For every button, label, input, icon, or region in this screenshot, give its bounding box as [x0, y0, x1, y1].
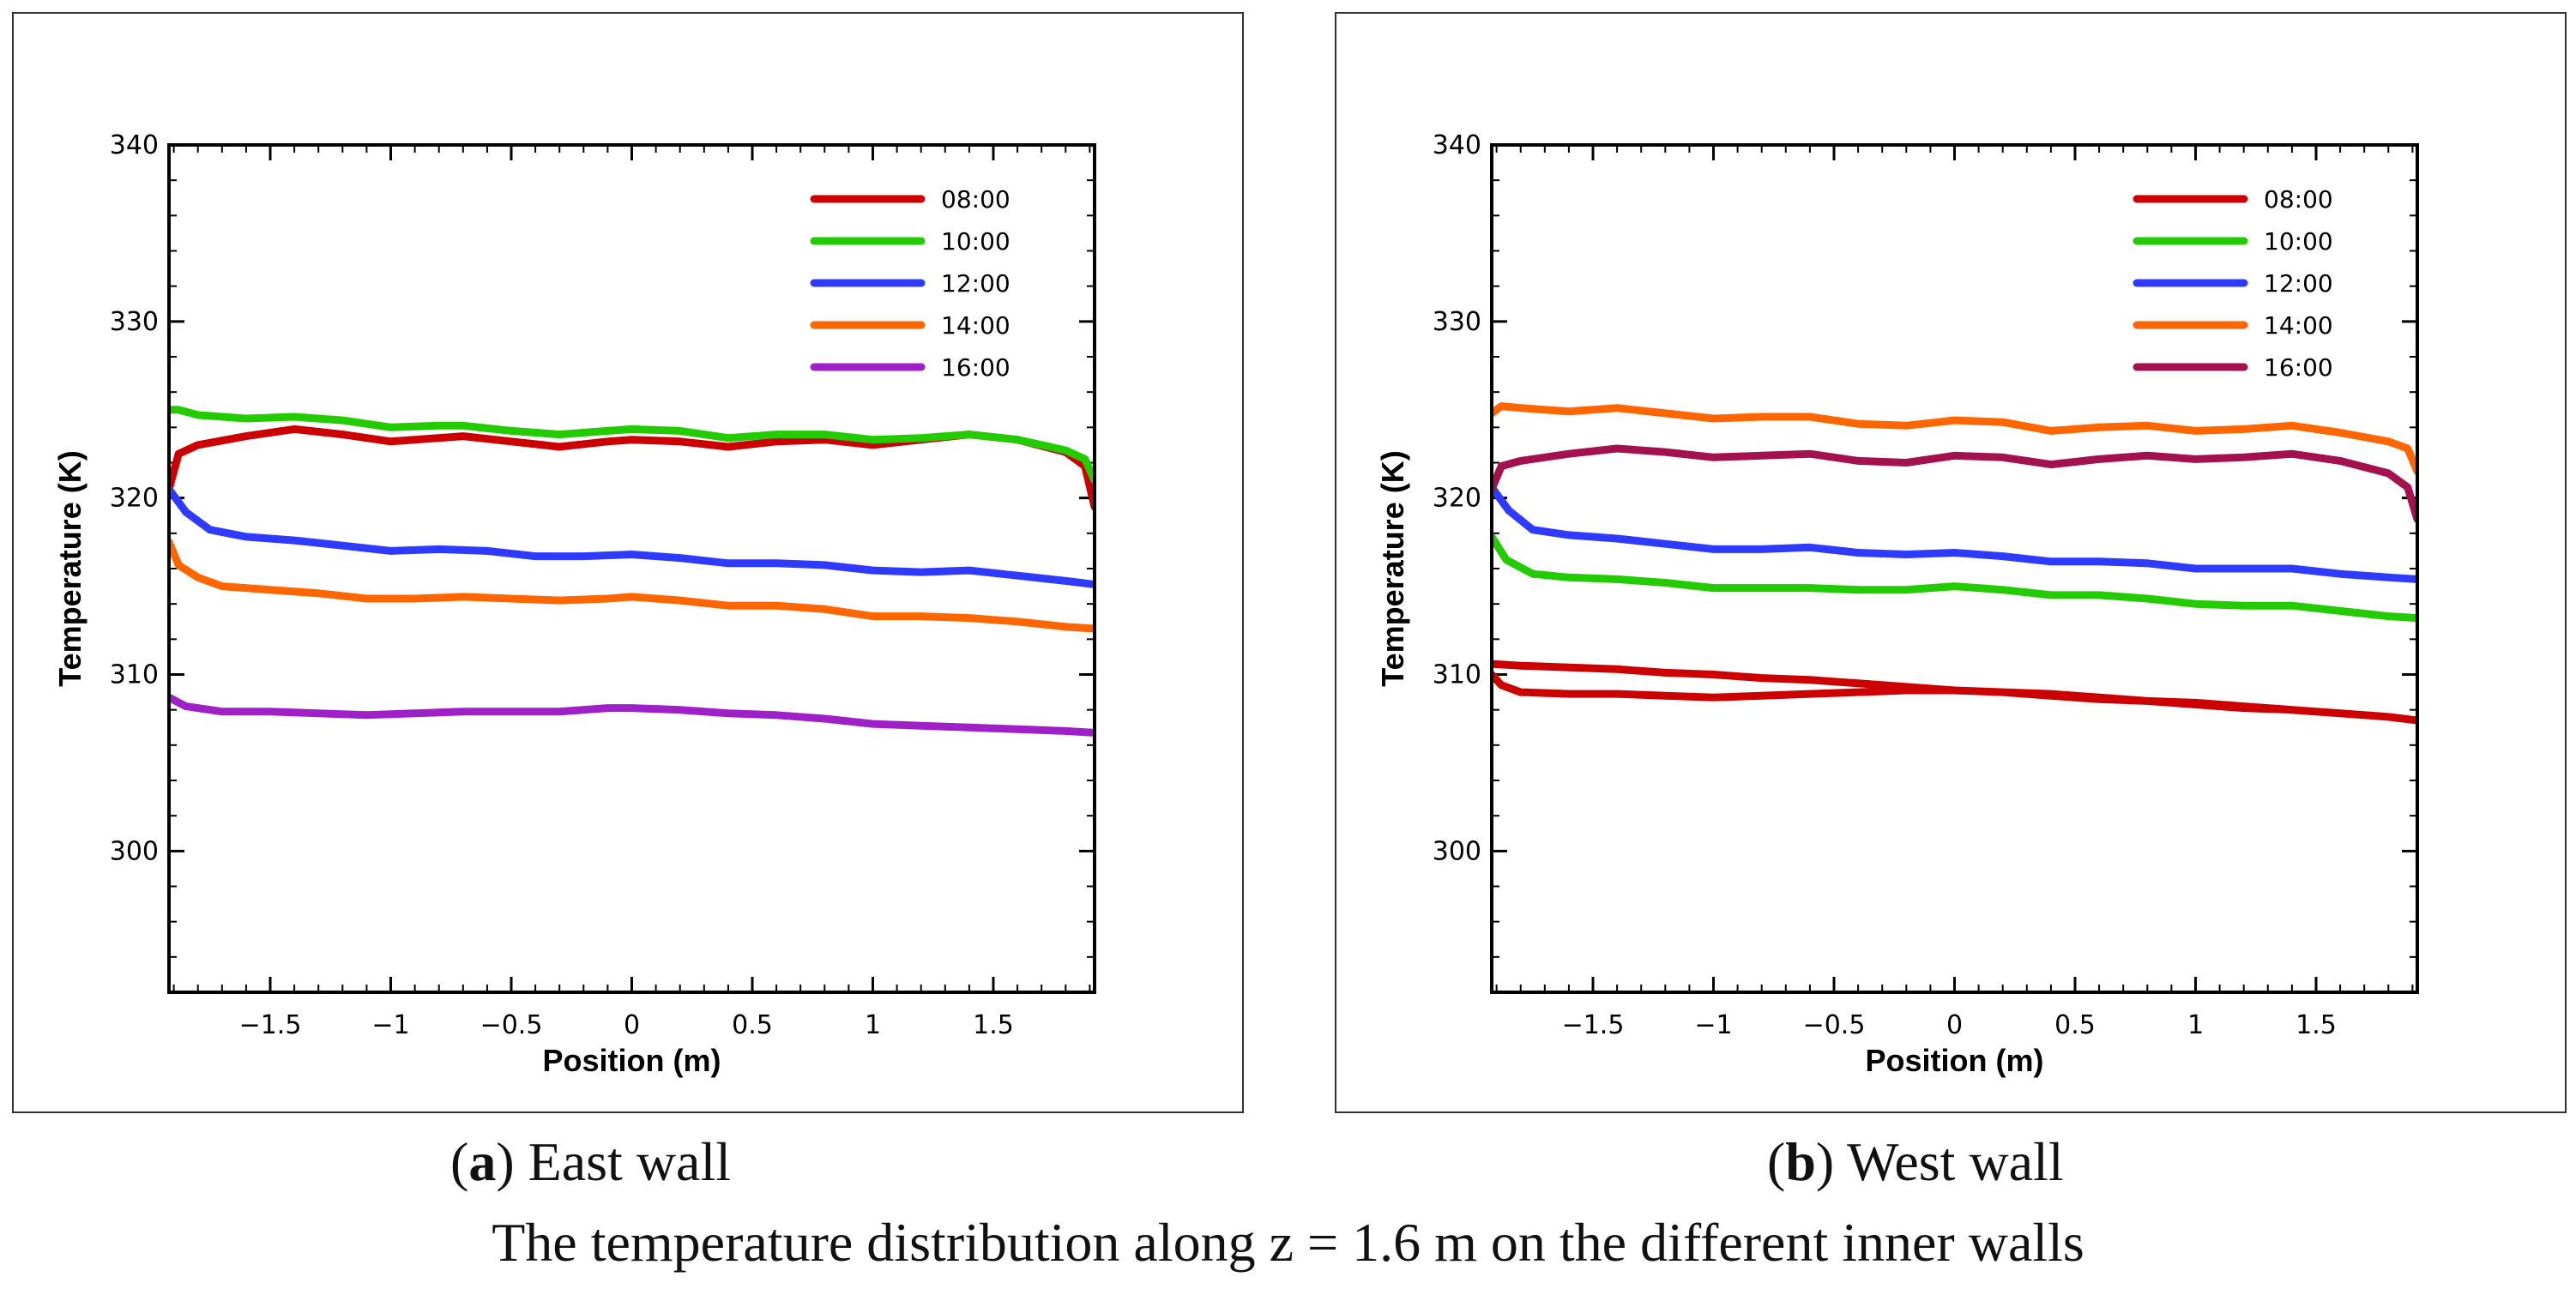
x-tick-label: 0: [1946, 1010, 1963, 1040]
plot-frame: [167, 143, 1096, 994]
x-tick-label: −1: [1694, 1010, 1732, 1040]
x-tick-label: −0.5: [1803, 1010, 1866, 1040]
x-tick-label: 0: [624, 1010, 640, 1040]
legend-label: 16:00: [2264, 353, 2333, 382]
series-line-0800: [1492, 660, 2417, 725]
caption-b-name: West wall: [1847, 1131, 2064, 1192]
series-line-1400: [169, 538, 1095, 633]
legend-label: 12:00: [941, 269, 1010, 298]
x-tick-label: −0.5: [480, 1010, 543, 1040]
series-line-1400: [1492, 402, 2417, 476]
caption-a-name: East wall: [528, 1131, 731, 1192]
series-line-1600: [1492, 444, 2417, 523]
legend-label: 10:00: [2264, 227, 2333, 256]
y-tick-label: 300: [1433, 836, 1481, 866]
x-axis-title: Position (m): [543, 1043, 721, 1078]
legend-label: 16:00: [941, 353, 1010, 382]
y-axis-title: Temperature (K): [52, 450, 87, 686]
west-wall-chart: 300 310 320 330 340 −1.5 −1 −0.5 0 0.5 1 1.5 Positio…: [1375, 130, 2419, 1078]
y-axis-title: Temperature (K): [1375, 450, 1410, 686]
x-tick-label: 1.5: [2295, 1010, 2337, 1040]
panel-a-frame: [12, 12, 1244, 1113]
series-line-1000: [169, 406, 1095, 485]
series-line-1600: [169, 693, 1095, 737]
series-line-0800: [169, 425, 1095, 511]
series-line-1000: [1492, 533, 2417, 623]
caption-panel-b: (b) West wall: [1767, 1131, 2064, 1192]
legend-label: 10:00: [941, 227, 1010, 256]
y-tick-label: 330: [110, 307, 159, 337]
legend-label: 14:00: [2264, 311, 2333, 340]
panel-b-frame: [1335, 12, 2567, 1113]
x-tick-label: −1.5: [239, 1010, 302, 1040]
x-tick-label: −1: [371, 1010, 409, 1040]
y-tick-label: 300: [110, 836, 159, 866]
figure-caption: The temperature distribution along z = 1…: [492, 1212, 2084, 1273]
plot-frame: [1490, 143, 2419, 994]
y-tick-label: 320: [1433, 484, 1481, 514]
y-tick-label: 310: [110, 660, 159, 690]
x-axis-title: Position (m): [1866, 1043, 2044, 1078]
legend-label: 08:00: [941, 185, 1010, 214]
y-tick-label: 340: [1433, 130, 1481, 160]
y-tick-label: 320: [110, 484, 159, 514]
series-line-1200: [169, 485, 1095, 588]
caption-b-letter: b: [1785, 1131, 1816, 1192]
x-tick-label: 1.5: [973, 1010, 1014, 1040]
x-tick-label: 0.5: [2054, 1010, 2096, 1040]
y-tick-label: 340: [110, 130, 159, 160]
legend-label: 12:00: [2264, 269, 2333, 298]
east-wall-chart: 300 310 320 330 340 −1.5 −1 −0.5 0 0.5 1 1.5 Positio…: [52, 130, 1096, 1078]
x-tick-label: 0.5: [732, 1010, 773, 1040]
caption-panel-a: (a) East wall: [450, 1131, 731, 1192]
x-tick-label: −1.5: [1562, 1010, 1625, 1040]
x-tick-label: 1: [2187, 1010, 2204, 1040]
legend-label: 14:00: [941, 311, 1010, 340]
series-line-1200: [1492, 483, 2417, 583]
y-tick-label: 310: [1433, 660, 1481, 690]
legend-label: 08:00: [2264, 185, 2333, 214]
y-tick-label: 330: [1433, 307, 1481, 337]
caption-a-letter: a: [468, 1131, 497, 1192]
x-tick-label: 1: [865, 1010, 881, 1040]
